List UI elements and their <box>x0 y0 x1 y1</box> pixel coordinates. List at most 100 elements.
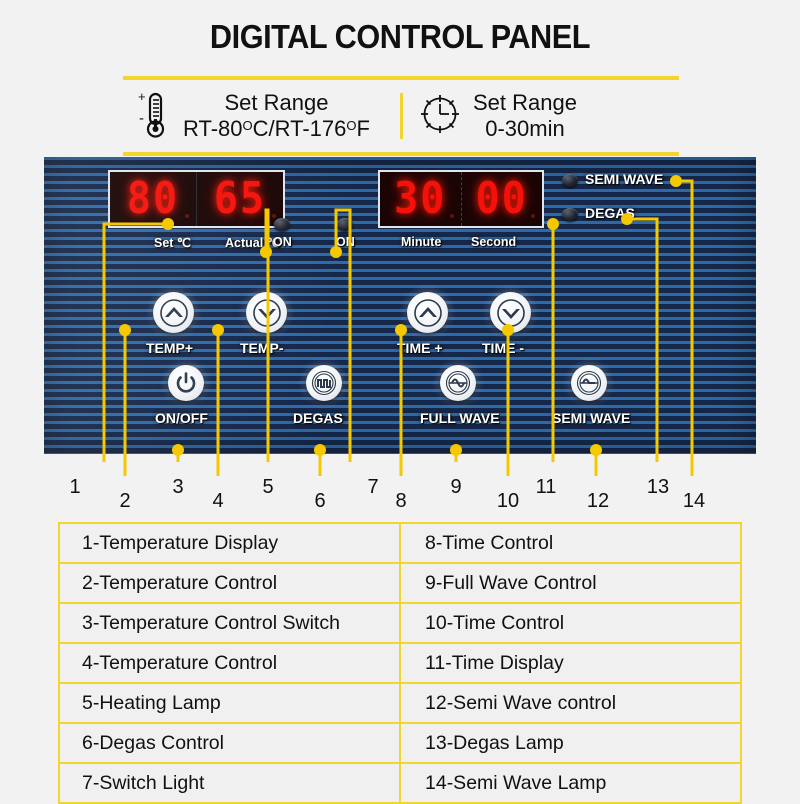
degas-lamp-label: DEGAS <box>585 205 635 221</box>
legend-item-9: 9-Full Wave Control <box>399 562 742 604</box>
time-second-segment: 00 <box>462 172 543 226</box>
legend-item-14: 14-Semi Wave Lamp <box>399 762 742 804</box>
legend-item-10: 10-Time Control <box>399 602 742 644</box>
chevron-down-icon <box>496 298 526 328</box>
callout-number-10: 10 <box>496 490 520 512</box>
svg-text:+: + <box>138 89 146 104</box>
spec-time-line2: 0-30min <box>485 116 565 141</box>
control-panel: 80 65 Set ℃ Actual ℃ 30 00 Minute Second… <box>44 157 756 454</box>
legend-item-3: 3-Temperature Control Switch <box>58 602 401 644</box>
segment-dot <box>449 214 454 218</box>
semi-wave-button-label: SEMI WAVE <box>552 410 631 426</box>
callout-number-2: 2 <box>119 490 131 512</box>
temp-set-segment: 80 <box>110 172 197 226</box>
segment-dot <box>531 214 535 218</box>
time-plus-button[interactable] <box>407 292 448 333</box>
time-minute-value: 30 <box>394 174 447 224</box>
degas-button-label: DEGAS <box>293 410 343 426</box>
table-row: 2-Temperature Control 9-Full Wave Contro… <box>58 562 742 604</box>
heating-lamp <box>274 218 290 231</box>
callout-number-13: 13 <box>646 476 670 498</box>
spec-divider <box>400 93 403 139</box>
label-minute: Minute <box>401 235 442 249</box>
temp-plus-button[interactable] <box>153 292 194 333</box>
time-minus-button[interactable] <box>490 292 531 333</box>
temp-actual-value: 65 <box>213 174 267 224</box>
legend-item-11: 11-Time Display <box>399 642 742 684</box>
chevron-up-icon <box>159 298 189 328</box>
degas-button[interactable] <box>306 365 342 401</box>
chevron-down-icon <box>252 298 282 328</box>
heating-lamp-label: ON <box>273 235 292 249</box>
temp-minus-button[interactable] <box>246 292 287 333</box>
legend-item-4: 4-Temperature Control <box>58 642 401 684</box>
temp-actual-segment: 65 <box>197 172 283 226</box>
legend-item-7: 7-Switch Light <box>58 762 401 804</box>
segment-dot <box>185 214 189 218</box>
legend-table: 1-Temperature Display 8-Time Control 2-T… <box>58 522 742 804</box>
table-row: 5-Heating Lamp 12-Semi Wave control <box>58 682 742 724</box>
table-row: 6-Degas Control 13-Degas Lamp <box>58 722 742 764</box>
spec-time-line1: Set Range <box>473 90 577 116</box>
table-row: 1-Temperature Display 8-Time Control <box>58 522 742 564</box>
time-minus-label: TIME - <box>482 340 524 356</box>
temperature-display: 80 65 <box>108 170 285 228</box>
legend-item-8: 8-Time Control <box>399 522 742 564</box>
square-wave-icon <box>311 370 337 396</box>
legend-item-13: 13-Degas Lamp <box>399 722 742 764</box>
callout-number-7: 7 <box>367 476 379 498</box>
spec-bar: + - Set Range RT-80OC/RT-176OF <box>123 76 679 156</box>
temp-plus-label: TEMP+ <box>146 340 194 356</box>
callout-number-8: 8 <box>395 490 407 512</box>
switch-light <box>337 218 353 231</box>
full-wave-button[interactable] <box>440 365 476 401</box>
table-row: 7-Switch Light 14-Semi Wave Lamp <box>58 762 742 804</box>
callout-number-6: 6 <box>314 490 326 512</box>
callout-number-5: 5 <box>262 476 274 498</box>
label-set-celsius: Set ℃ <box>154 236 191 250</box>
spec-temperature-text: Set Range RT-80OC/RT-176OF <box>183 90 370 142</box>
semi-wave-lamp <box>562 174 578 187</box>
callout-number-4: 4 <box>212 490 224 512</box>
onoff-label: ON/OFF <box>155 410 208 426</box>
temp-set-value: 80 <box>126 174 180 224</box>
time-plus-label: TIME + <box>397 340 443 356</box>
table-row: 4-Temperature Control 11-Time Display <box>58 642 742 684</box>
callout-number-14: 14 <box>682 490 706 512</box>
legend-item-1: 1-Temperature Display <box>58 522 401 564</box>
time-second-value: 00 <box>475 174 528 224</box>
semi-wave-lamp-label: SEMI WAVE <box>585 171 664 187</box>
semi-wave-icon <box>576 370 602 396</box>
onoff-button[interactable] <box>168 365 204 401</box>
power-icon <box>174 371 198 395</box>
spec-temperature: + - Set Range RT-80OC/RT-176OF <box>123 80 400 152</box>
callout-number-1: 1 <box>69 476 81 498</box>
clock-icon <box>417 91 463 142</box>
semi-wave-button[interactable] <box>571 365 607 401</box>
svg-text:-: - <box>139 110 144 127</box>
legend-item-5: 5-Heating Lamp <box>58 682 401 724</box>
time-display: 30 00 <box>378 170 544 228</box>
table-row: 3-Temperature Control Switch 10-Time Con… <box>58 602 742 644</box>
thermometer-icon: + - <box>133 89 173 144</box>
temp-minus-label: TEMP- <box>240 340 284 356</box>
time-minute-segment: 30 <box>380 172 462 226</box>
legend-item-6: 6-Degas Control <box>58 722 401 764</box>
spec-time: Set Range 0-30min <box>403 80 679 152</box>
segment-dot <box>272 214 276 218</box>
spec-temp-line1: Set Range <box>224 90 329 116</box>
page-title: DIGITAL CONTROL PANEL <box>209 18 591 55</box>
spec-time-text: Set Range 0-30min <box>473 90 577 142</box>
full-wave-label: FULL WAVE <box>420 410 500 426</box>
label-second: Second <box>471 235 517 249</box>
legend-item-12: 12-Semi Wave control <box>399 682 742 724</box>
chevron-up-icon <box>413 298 443 328</box>
callout-number-3: 3 <box>172 476 184 498</box>
degas-lamp <box>562 208 578 221</box>
legend-item-2: 2-Temperature Control <box>58 562 401 604</box>
full-wave-icon <box>445 370 471 396</box>
spec-temp-line2: RT-80OC/RT-176OF <box>183 116 370 141</box>
callout-number-12: 12 <box>586 490 610 512</box>
callout-number-11: 11 <box>535 476 557 498</box>
switch-light-label: ON <box>336 235 355 249</box>
